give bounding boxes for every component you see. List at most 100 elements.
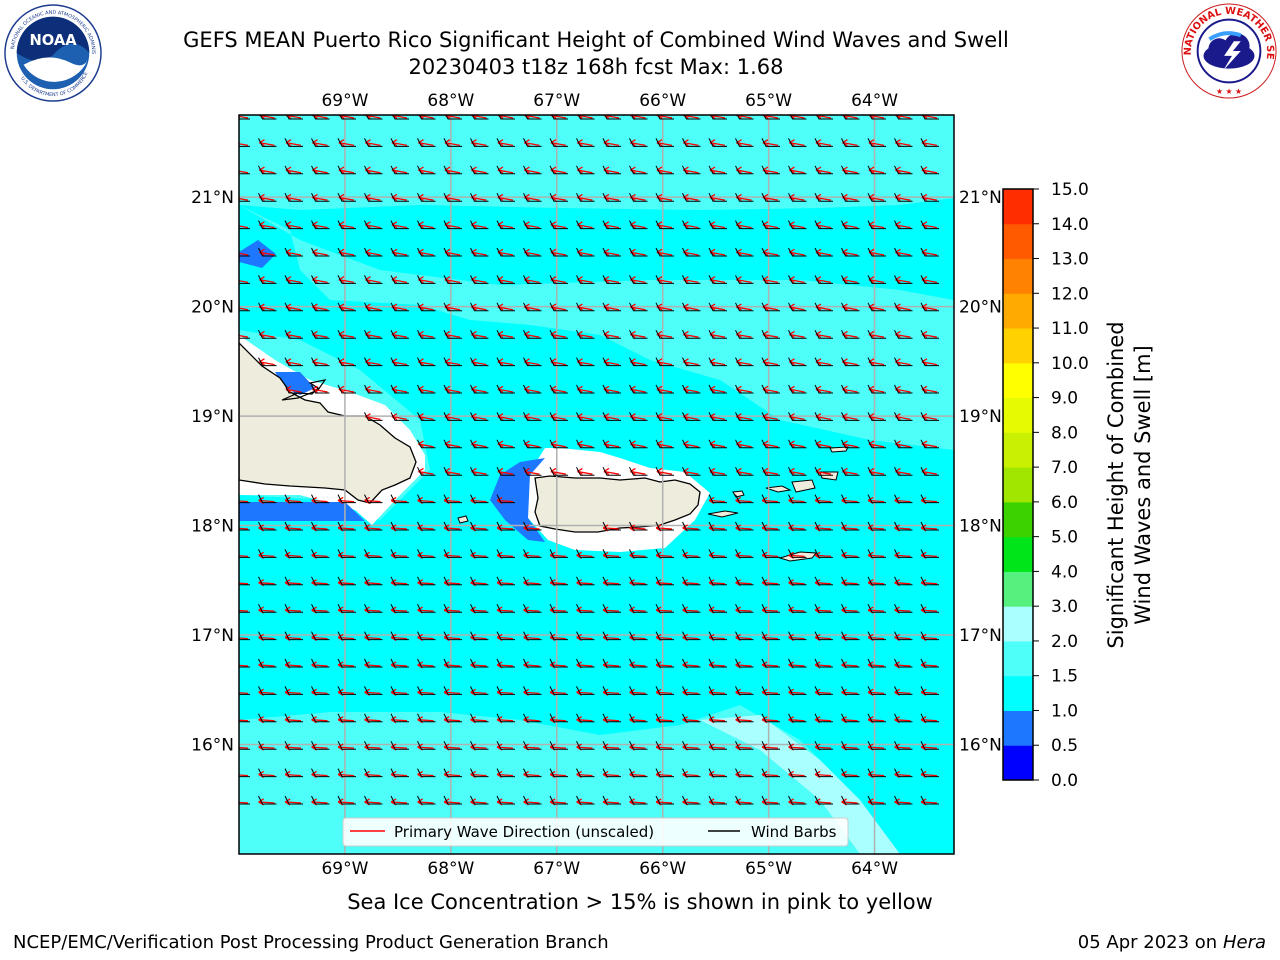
wind-barb (364, 357, 383, 367)
grid-vector (470, 247, 489, 257)
grid-vector (443, 740, 462, 751)
grid-vector (549, 549, 568, 559)
wave-arrow (921, 416, 938, 421)
wind-barb (814, 138, 833, 147)
wave-arrow (365, 306, 381, 311)
grid-vector (655, 576, 674, 587)
grid-vector (708, 220, 727, 230)
wind-barb (364, 686, 383, 695)
grid-vector (284, 165, 303, 175)
grid-vector (602, 658, 621, 669)
wind-barb (496, 686, 515, 695)
wave-arrow (709, 333, 726, 338)
wind-barb (920, 686, 939, 695)
wind-barb (284, 138, 303, 147)
colorbar-swatch-0 (1003, 745, 1033, 781)
grid-vector (470, 521, 489, 532)
wave-arrow (736, 196, 752, 201)
sea-ice-note: Sea Ice Concentration > 15% is shown in … (347, 890, 933, 914)
grid-vector (788, 275, 807, 284)
wave-arrow (312, 279, 328, 284)
grid-vector (523, 329, 542, 339)
wind-barb (788, 576, 807, 586)
wind-barb (239, 145, 250, 147)
wind-barb (390, 576, 409, 586)
grid-vector (239, 170, 250, 175)
wind-barb (311, 521, 330, 531)
wave-arrow (365, 142, 381, 147)
grid-vector (390, 138, 409, 147)
grid-vector (682, 631, 701, 642)
grid-vector (284, 713, 303, 724)
colorbar-title-line2: Wind Waves and Swell [m] (1131, 345, 1155, 625)
wind-barb (239, 803, 250, 805)
wind-barb (496, 220, 515, 230)
grid-vector (523, 549, 542, 559)
wave-arrow (550, 416, 567, 421)
wind-barb (284, 247, 303, 257)
wave-arrow (239, 225, 249, 229)
wave-arrow (736, 251, 752, 256)
wind-barb (629, 631, 648, 641)
wave-arrow (471, 361, 487, 366)
wave-arrow (285, 224, 302, 229)
wind-barb (417, 686, 436, 695)
wind-barb (788, 768, 807, 778)
axis-tick-labels: 69°W69°W68°W68°W67°W67°W66°W66°W65°W65°W… (191, 91, 1002, 879)
wind-barb (920, 275, 939, 284)
wind-barb (735, 631, 754, 641)
wind-barb (364, 384, 383, 394)
grid-vector (239, 582, 250, 586)
grid-vector (655, 658, 674, 669)
wind-barb (841, 521, 860, 531)
grid-vector (523, 740, 542, 751)
colorbar: 0.00.51.01.52.03.04.05.06.07.08.09.010.0… (1002, 180, 1089, 791)
grid-vector (761, 192, 780, 202)
wave-arrow-head (921, 115, 928, 119)
wave-arrow (603, 361, 620, 366)
grid-vector (761, 165, 780, 175)
wind-barb (841, 549, 860, 558)
grid-vector (708, 631, 727, 642)
wind-barb (629, 165, 648, 175)
grid-vector (364, 384, 383, 394)
wind-barb (443, 603, 462, 613)
grid-vector (311, 713, 330, 724)
grid-vector (735, 439, 754, 449)
grid-vector (814, 795, 833, 806)
wind-barb (763, 115, 780, 120)
grid-vector (337, 165, 356, 175)
wave-arrow (630, 388, 646, 393)
wave-arrow (868, 333, 885, 338)
wind-barb (602, 466, 621, 476)
wind-barb (761, 439, 780, 449)
colorbar-swatch-16 (1003, 189, 1033, 225)
wave-arrow (842, 196, 858, 201)
wave-arrow (391, 196, 408, 201)
grid-vector (735, 138, 754, 147)
grid-vector (814, 275, 833, 284)
grid-vector (470, 165, 489, 175)
wind-barb (364, 494, 383, 504)
noaa-logo-text: NOAA (29, 32, 77, 49)
grid-vector (867, 466, 886, 476)
grid-vector (841, 549, 860, 559)
wind-barb (867, 138, 886, 147)
wave-arrow (895, 333, 911, 338)
wave-arrow (550, 142, 567, 147)
wind-barb (761, 329, 780, 339)
wave-arrow (391, 361, 408, 366)
colorbar-label-5: 3.0 (1051, 597, 1078, 617)
wind-barb (284, 795, 303, 805)
grid-vector (284, 220, 303, 230)
wind-barb (735, 768, 754, 778)
wind-barb (549, 576, 568, 586)
grid-vector (523, 412, 542, 421)
wind-barb (577, 115, 595, 120)
wind-barb (259, 115, 277, 120)
grid-vector (390, 576, 409, 587)
grid-vector (814, 329, 833, 339)
wind-barb (549, 713, 568, 723)
wind-barb (443, 439, 462, 449)
grid-vector (735, 658, 754, 669)
